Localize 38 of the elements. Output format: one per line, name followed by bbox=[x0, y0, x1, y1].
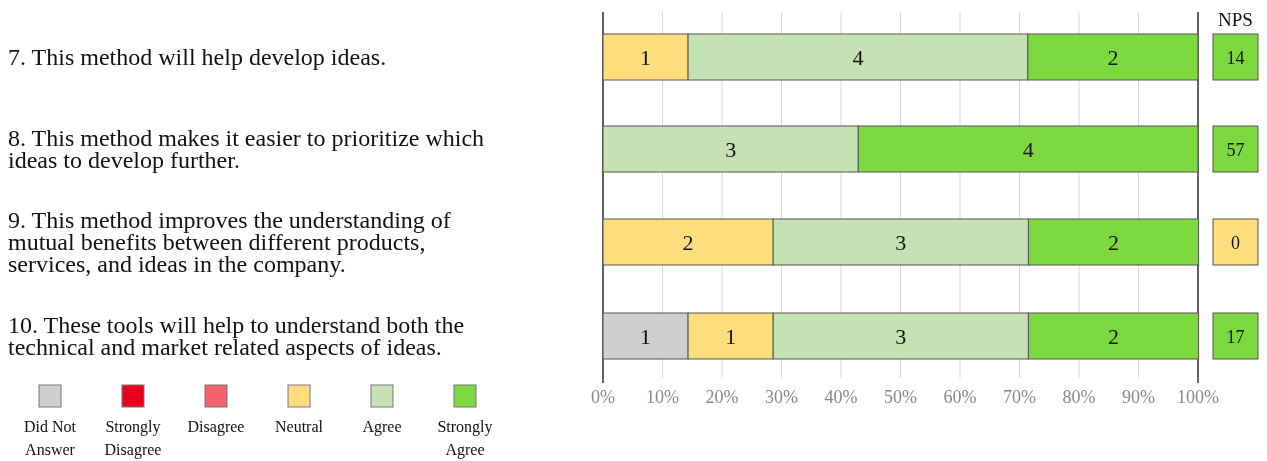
annotation: 2 bbox=[1108, 230, 1120, 255]
annotation: 3 bbox=[725, 137, 737, 162]
x-tick-label: 20% bbox=[705, 387, 739, 407]
data-label: 14 bbox=[1226, 48, 1245, 68]
y-tick-label: 7. This method will help develop ideas. bbox=[8, 44, 387, 70]
legend-label: Agree bbox=[362, 418, 402, 436]
x-tick-label: 50% bbox=[884, 387, 917, 407]
annotation: 3 bbox=[895, 230, 907, 255]
legend-label: Disagree bbox=[187, 418, 245, 436]
legend-label: Strongly Disagree bbox=[104, 418, 162, 459]
legend-label: Neutral bbox=[275, 418, 324, 435]
annotation: 3 bbox=[895, 324, 907, 349]
x-tick-label: 90% bbox=[1122, 387, 1155, 407]
y-tick-label: 8. This method makes it easier to prioritize which ideas to develop further. bbox=[8, 125, 485, 173]
x-tick-label: 40% bbox=[824, 387, 858, 407]
annotation: 1 bbox=[640, 324, 652, 349]
data-label: 17 bbox=[1226, 327, 1245, 347]
data-label: 0 bbox=[1231, 233, 1240, 253]
data-label: 57 bbox=[1226, 140, 1245, 160]
annotation: 2 bbox=[682, 230, 694, 255]
x-tick-label: 60% bbox=[943, 387, 977, 407]
annotation: 2 bbox=[1108, 324, 1120, 349]
x-tick-label: 0% bbox=[591, 387, 615, 407]
legend-label: Strongly Agree bbox=[437, 418, 493, 459]
x-tick-label: 10% bbox=[646, 387, 679, 407]
x-tick-label: 70% bbox=[1003, 387, 1036, 407]
annotation: 1 bbox=[725, 324, 737, 349]
annotation: 1 bbox=[640, 45, 652, 70]
text: NPS bbox=[1218, 9, 1253, 30]
y-tick-label: 10. These tools will help to understand both the technical and market related aspects of ideas. bbox=[8, 312, 465, 360]
y-tick-label: 9. This method improves the understanding of mutual benefits between different products, services, and ideas in the company. bbox=[8, 207, 451, 277]
x-tick-label: 80% bbox=[1062, 387, 1096, 407]
x-tick-label: 100% bbox=[1177, 387, 1219, 407]
annotation: 4 bbox=[1022, 137, 1034, 162]
annotation: 4 bbox=[852, 45, 864, 70]
legend-label: Did Not Answer bbox=[24, 418, 77, 458]
annotation: 2 bbox=[1107, 45, 1119, 70]
x-tick-label: 30% bbox=[765, 387, 798, 407]
